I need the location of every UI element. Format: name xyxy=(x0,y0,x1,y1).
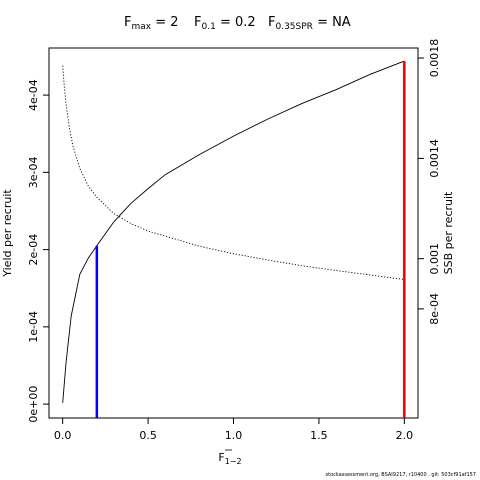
y-tick-label: 2e-04 xyxy=(27,234,40,266)
plot-frame xyxy=(48,47,419,419)
footer-credit: stockassessment.org, BSAI9217, r10400 , … xyxy=(325,472,476,478)
x-tick-label: 0.5 xyxy=(139,429,157,442)
fmax-label: Fmax = 2 xyxy=(124,15,179,32)
ssb-per-recruit-line xyxy=(62,65,405,280)
y-tick-label: 3e-04 xyxy=(27,156,40,188)
y-tick-label: 4e-04 xyxy=(27,79,40,111)
x-tick-label: 2.0 xyxy=(396,429,414,442)
y2-axis-label: SSB per recruit xyxy=(442,191,455,274)
y2-tick-label: 8e-04 xyxy=(428,293,441,325)
x-axis-label: F1−2 xyxy=(218,451,241,466)
f01-label: F0.1 = 0.2 xyxy=(194,15,256,32)
y-tick-label: 0e+00 xyxy=(27,386,40,423)
yield-per-recruit-line xyxy=(62,60,405,403)
x-tick-label: 1.5 xyxy=(310,429,328,442)
x-tick-label: 0.0 xyxy=(54,429,72,442)
y-axis-label: Yield per recruit xyxy=(1,189,14,278)
fspr-label: F0.35SPR = NA xyxy=(268,15,351,32)
y2-tick-label: 0.0018 xyxy=(428,39,441,78)
x-tick-label: 1.0 xyxy=(225,429,243,442)
y-tick-label: 1e-04 xyxy=(27,311,40,343)
y2-tick-label: 0.001 xyxy=(428,243,441,275)
y2-tick-label: 0.0014 xyxy=(428,139,441,178)
